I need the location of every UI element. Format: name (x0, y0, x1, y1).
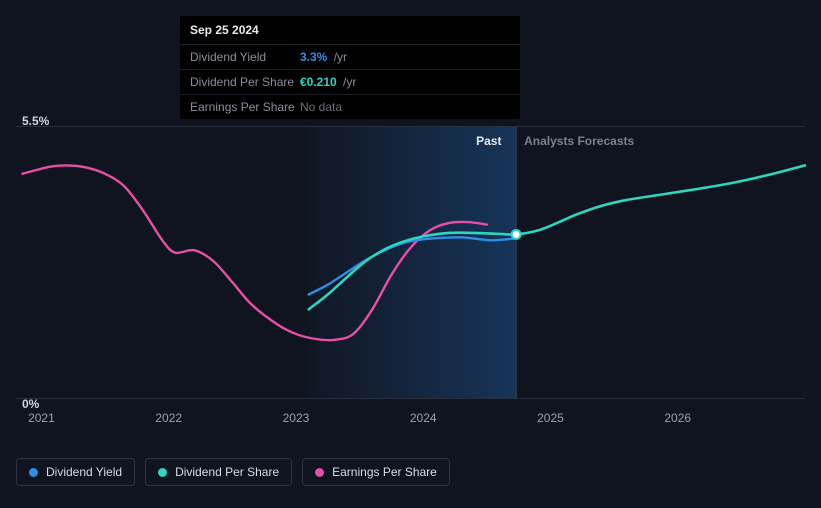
legend-dot-icon (158, 468, 167, 477)
tooltip-row-value: No data (300, 100, 342, 114)
legend-item[interactable]: Earnings Per Share (302, 458, 450, 486)
tooltip-row: Dividend Per Share€0.210 /yr (180, 70, 520, 95)
tooltip: Sep 25 2024 Dividend Yield3.3% /yrDivide… (180, 16, 520, 119)
tooltip-row-value: €0.210 /yr (300, 75, 356, 89)
past-label: Past (476, 134, 501, 148)
xtick: 2022 (155, 411, 182, 425)
tooltip-row: Earnings Per ShareNo data (180, 95, 520, 119)
legend-label: Earnings Per Share (332, 465, 437, 479)
legend-dot-icon (315, 468, 324, 477)
legend-label: Dividend Per Share (175, 465, 279, 479)
ytick-min: 0% (22, 397, 39, 411)
xtick: 2021 (28, 411, 55, 425)
legend-label: Dividend Yield (46, 465, 122, 479)
legend-item[interactable]: Dividend Per Share (145, 458, 292, 486)
cursor-marker-icon (512, 230, 521, 239)
plot-area (16, 126, 805, 399)
legend-dot-icon (29, 468, 38, 477)
xtick: 2025 (537, 411, 564, 425)
chart-container: 5.5% 0% Past Analysts Forecasts 20212022… (16, 100, 805, 425)
chart-svg (16, 127, 805, 398)
xtick: 2026 (664, 411, 691, 425)
xtick: 2024 (410, 411, 437, 425)
legend: Dividend Yield Dividend Per Share Earnings… (16, 458, 450, 486)
past-shade (309, 127, 516, 398)
forecast-label: Analysts Forecasts (524, 134, 634, 148)
legend-item[interactable]: Dividend Yield (16, 458, 135, 486)
tooltip-row-label: Dividend Yield (190, 50, 300, 64)
tooltip-row-label: Dividend Per Share (190, 75, 300, 89)
tooltip-row-value: 3.3% /yr (300, 50, 347, 64)
tooltip-row-label: Earnings Per Share (190, 100, 300, 114)
xtick: 2023 (283, 411, 310, 425)
tooltip-date: Sep 25 2024 (180, 16, 520, 45)
tooltip-row: Dividend Yield3.3% /yr (180, 45, 520, 70)
